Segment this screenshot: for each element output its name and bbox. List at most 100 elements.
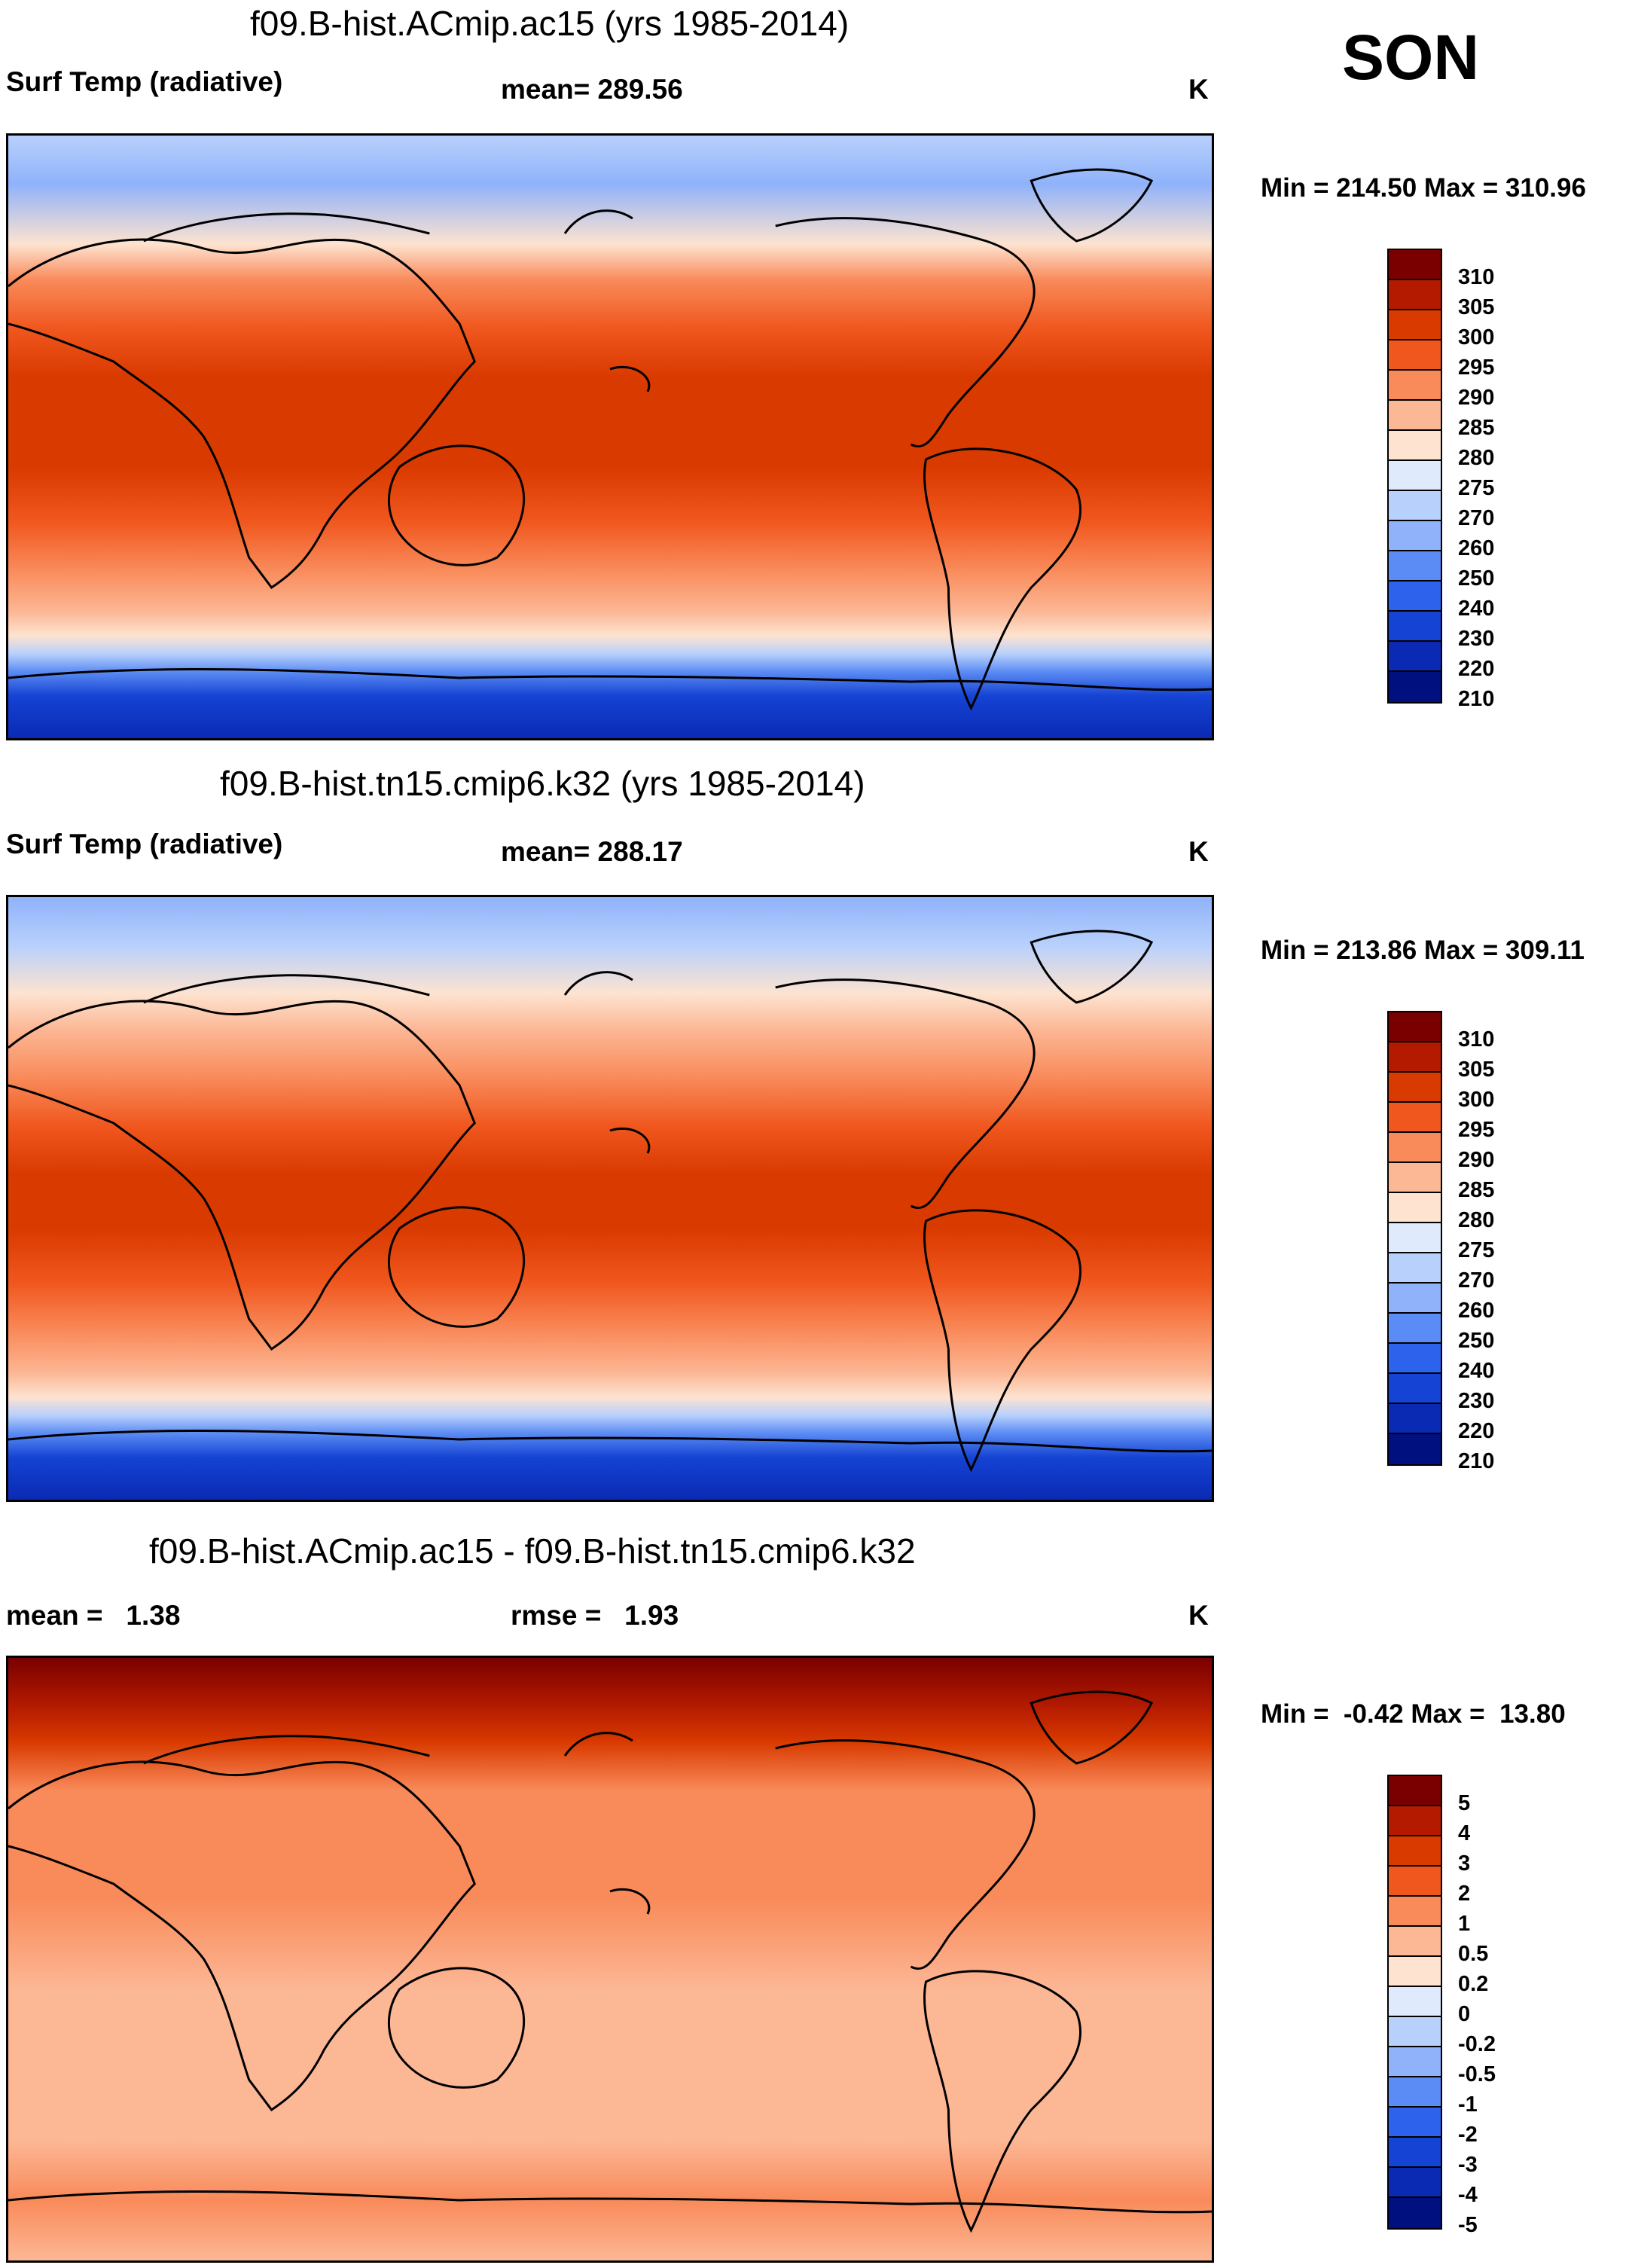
panel-middle-minmax: Min = 213.86 Max = 309.11 [1261,936,1585,965]
panel-middle-variable-label: Surf Temp (radiative) [6,829,283,859]
colorbar-cell [1387,1312,1442,1345]
colorbar-tick-label: 240 [1458,1359,1495,1383]
colorbar-cell [1387,309,1442,342]
colorbar-cell [1387,399,1442,432]
colorbar-tick-label: 270 [1458,506,1495,530]
colorbar-cell [1387,279,1442,312]
colorbar-tick-label: 305 [1458,1058,1495,1082]
colorbar-cell [1387,1282,1442,1315]
colorbar-cell [1387,2106,1442,2139]
colorbar-cell [1387,1775,1442,1808]
colorbar-tick-label: 280 [1458,446,1495,470]
colorbar-tick-label: 305 [1458,295,1495,319]
colorbar-cell [1387,1131,1442,1165]
colorbar-cell [1387,670,1442,704]
colorbar-cell [1387,550,1442,583]
panel-top-colorbar: 310 305 300 295 290 285 280 275 270 260 … [1387,249,1494,728]
colorbar-tick-label: 240 [1458,597,1495,621]
colorbar-tick-label: 210 [1458,687,1495,711]
colorbar-tick-label: 230 [1458,1389,1495,1413]
panel-top-units: K [1188,74,1209,105]
colorbar-cell [1387,429,1442,462]
colorbar-cell [1387,1192,1442,1225]
colorbar-tick-label: 280 [1458,1208,1495,1232]
colorbar-tick-label: 2 [1458,1882,1471,1906]
colorbar-tick-label: 295 [1458,1118,1495,1142]
difference-map [8,1658,1212,2260]
panel-top-title: f09.B-hist.ACmip.ac15 (yrs 1985-2014) [250,4,850,43]
colorbar-cell [1387,1071,1442,1104]
colorbar-cell [1387,1895,1442,1928]
colorbar-tick-label: 285 [1458,416,1495,440]
colorbar-cell [1387,1011,1442,1044]
colorbar-cell [1387,520,1442,553]
panel-middle-title: f09.B-hist.tn15.cmip6.k32 (yrs 1985-2014… [220,764,865,803]
colorbar-tick-label: 310 [1458,265,1495,289]
panel-top-variable-label: Surf Temp (radiative) [6,66,283,97]
colorbar-tick-label: 270 [1458,1268,1495,1293]
colorbar-tick-label: 290 [1458,386,1495,410]
colorbar-cell [1387,1041,1442,1074]
colorbar-tick-label: 1 [1458,1912,1471,1936]
colorbar-cell [1387,459,1442,493]
colorbar-cell [1387,1252,1442,1285]
colorbar-cell [1387,2166,1442,2199]
colorbar-tick-label: 285 [1458,1178,1495,1202]
panel-middle-mean-label: mean= 288.17 [501,836,683,867]
panel-middle-colorbar: 310 305 300 295 290 285 280 275 270 260 … [1387,1011,1494,1490]
panel-difference-rmse-label: rmse = 1.93 [511,1600,679,1631]
panel-difference-units: K [1188,1600,1209,1631]
panel-top-minmax: Min = 214.50 Max = 310.96 [1261,173,1586,203]
colorbar-cell [1387,369,1442,402]
colorbar-tick-label: 295 [1458,356,1495,380]
colorbar-cell [1387,2076,1442,2109]
colorbar-cell [1387,2136,1442,2169]
colorbar-tick-label: 220 [1458,1419,1495,1443]
colorbar-cell [1387,1101,1442,1134]
temperature-map-middle [8,897,1212,1500]
colorbar-cell [1387,1372,1442,1406]
panel-difference-mean-label: mean = 1.38 [6,1600,181,1631]
colorbar-tick-label: 5 [1458,1791,1471,1815]
colorbar-cell [1387,1433,1442,1466]
colorbar-tick-label: 260 [1458,1299,1495,1323]
colorbar-cell [1387,1835,1442,1868]
colorbar-cell [1387,2046,1442,2079]
colorbar-tick-label: 3 [1458,1851,1471,1876]
panel-middle-units: K [1188,836,1209,867]
colorbar-cell [1387,1805,1442,1838]
colorbar-tick-label: 310 [1458,1027,1495,1052]
season-label: SON [1342,22,1480,93]
colorbar-cell [1387,1161,1442,1195]
colorbar-cell [1387,1403,1442,1436]
colorbar-cell [1387,2016,1442,2049]
colorbar-tick-label: 0.5 [1458,1942,1489,1966]
colorbar-cell [1387,249,1442,282]
colorbar-cell [1387,610,1442,643]
panel-middle-map [6,895,1214,1502]
colorbar-cell [1387,490,1442,523]
panel-difference-title: f09.B-hist.ACmip.ac15 - f09.B-hist.tn15.… [149,1531,916,1571]
colorbar-cell [1387,1342,1442,1375]
colorbar-tick-label: 210 [1458,1449,1495,1473]
colorbar-tick-label: 275 [1458,1238,1495,1262]
colorbar-tick-label: -0.2 [1458,2032,1496,2056]
temperature-map-top [8,136,1212,738]
colorbar-tick-label: 0.2 [1458,1972,1489,1996]
colorbar-tick-label: -2 [1458,2123,1478,2147]
panel-difference-minmax: Min = -0.42 Max = 13.80 [1261,1699,1566,1729]
colorbar-tick-label: -4 [1458,2183,1478,2207]
colorbar-tick-label: -1 [1458,2092,1478,2117]
colorbar-tick-label: 290 [1458,1148,1495,1172]
colorbar-cell [1387,640,1442,673]
colorbar-tick-label: 4 [1458,1821,1471,1845]
colorbar-cell [1387,1222,1442,1255]
colorbar-cell [1387,1986,1442,2019]
colorbar-cell [1387,580,1442,613]
colorbar-tick-label: -3 [1458,2153,1478,2177]
colorbar-tick-label: 260 [1458,536,1495,560]
colorbar-tick-label: 300 [1458,325,1495,350]
colorbar-tick-label: 250 [1458,566,1495,591]
colorbar-cell [1387,2196,1442,2230]
panel-top-mean-label: mean= 289.56 [501,74,683,105]
